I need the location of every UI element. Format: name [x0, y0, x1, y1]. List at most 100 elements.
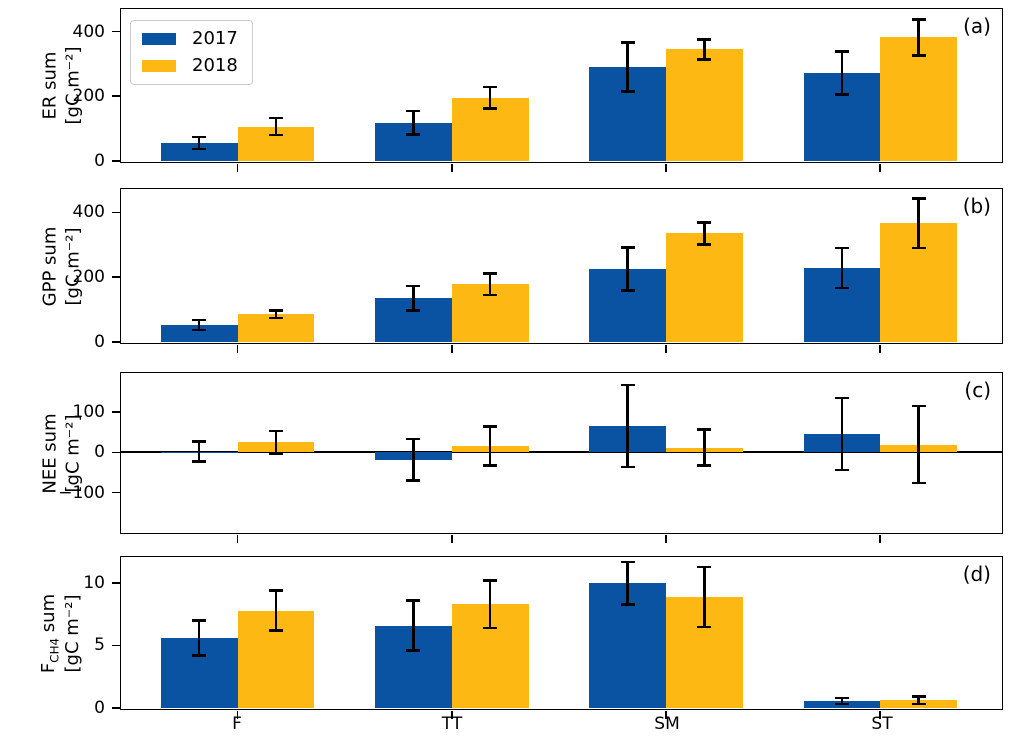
error-bar-cap	[834, 396, 849, 400]
error-bar-cap	[834, 468, 849, 472]
x-tick	[451, 535, 453, 543]
error-bar-cap	[406, 309, 421, 312]
error-bar-cap	[483, 107, 498, 110]
y-tick	[112, 341, 120, 343]
error-bar	[198, 319, 201, 331]
error-bar-cap	[911, 405, 926, 408]
x-tick	[236, 345, 239, 353]
panel-label-d: (d)	[962, 562, 991, 586]
bar-2018-SM	[666, 49, 743, 161]
bar-2018-ST	[880, 37, 957, 161]
error-bar-cap	[911, 482, 926, 485]
error-bar	[917, 406, 920, 484]
error-bar-cap	[834, 247, 849, 250]
error-bar-cap	[911, 695, 926, 698]
error-bar	[626, 247, 629, 291]
error-bar-cap	[406, 479, 421, 482]
legend-swatch-2017	[142, 33, 176, 45]
error-bar-cap	[192, 619, 207, 622]
error-bar-cap	[911, 197, 926, 200]
error-bar-cap	[483, 293, 498, 297]
error-bar-cap	[911, 702, 926, 706]
y-tick-label: 400	[72, 21, 105, 42]
error-bar	[703, 39, 706, 60]
error-bar-cap	[192, 318, 207, 321]
y-axis-label-text: FCH4 sum [gC m⁻²]	[38, 593, 84, 673]
error-bar	[840, 397, 844, 471]
panel-d: 0 5 10 (d)	[83, 556, 1003, 719]
plot-area-b: 0 200 400 (b)	[73, 189, 1002, 353]
error-bar-cap	[268, 116, 283, 120]
error-bar-cap	[192, 136, 207, 139]
y-axis-label-text: GPP sum [gC m⁻²]	[39, 226, 83, 306]
error-bar-cap	[911, 247, 926, 250]
error-bar-cap	[620, 383, 635, 387]
error-bar	[488, 273, 492, 295]
error-bar-cap	[697, 625, 712, 628]
y-tick-label: 0	[94, 150, 105, 171]
x-category-label-TT: TT	[441, 714, 463, 734]
error-bar	[412, 600, 415, 651]
bar-2017-F	[160, 143, 238, 161]
error-bar	[840, 248, 844, 288]
y-tick	[112, 160, 120, 162]
error-bar	[274, 590, 278, 631]
error-bar-cap	[406, 649, 421, 652]
error-bar-cap	[192, 147, 207, 151]
error-bar-cap	[268, 629, 283, 632]
error-bar-cap	[406, 133, 421, 136]
error-bar-cap	[268, 429, 283, 433]
error-bar-cap	[192, 440, 207, 443]
error-bar-cap	[834, 286, 849, 289]
y-tick	[112, 451, 120, 454]
y-tick-label: 0	[94, 442, 105, 463]
x-tick	[236, 711, 239, 719]
plot-area-c: −100 0 100 (c)	[58, 373, 1002, 543]
error-bar	[412, 285, 415, 311]
y-tick-label: 200	[72, 267, 105, 288]
error-bar-cap	[834, 702, 849, 706]
bar-2018-SM	[666, 233, 743, 342]
x-tick	[451, 164, 453, 172]
error-bar-cap	[406, 599, 421, 602]
error-bar-cap	[483, 626, 498, 630]
panel-label-a: (a)	[963, 14, 991, 38]
error-bar-cap	[834, 50, 849, 53]
error-bar	[274, 431, 278, 454]
error-bar	[626, 42, 629, 92]
error-bar-cap	[620, 289, 635, 292]
y-tick	[112, 491, 120, 494]
x-tick	[236, 535, 239, 543]
error-bar	[274, 310, 278, 319]
error-bar	[626, 385, 629, 467]
error-bar-cap	[268, 452, 283, 455]
x-tick	[451, 345, 453, 353]
legend-label-2017: 2017	[192, 28, 238, 49]
plot-area-d: 0 5 10 (d)	[83, 557, 1002, 719]
error-bar-cap	[620, 603, 635, 606]
error-bar	[488, 87, 492, 109]
y-tick-label: 100	[72, 402, 105, 423]
error-bar	[274, 118, 278, 135]
error-bar-cap	[268, 316, 283, 320]
error-bar-cap	[192, 460, 207, 463]
error-bar-cap	[483, 85, 498, 89]
error-bar	[917, 696, 920, 705]
y-tick	[112, 411, 120, 414]
error-bar-cap	[697, 38, 712, 41]
error-bar-cap	[483, 272, 498, 275]
y-tick	[112, 707, 120, 709]
x-tick	[665, 535, 667, 543]
x-tick	[879, 711, 882, 719]
y-tick	[112, 644, 120, 647]
bar-2017-F	[160, 324, 238, 342]
x-tick	[451, 711, 453, 719]
error-bar-cap	[620, 465, 635, 469]
legend-item-2017: 2017	[142, 30, 238, 48]
error-bar	[198, 620, 201, 656]
error-bar-cap	[483, 425, 498, 428]
legend-item-2018: 2018	[142, 57, 238, 75]
plot-area-a: 0 200 400 (a)	[73, 9, 1002, 172]
error-bar-cap	[620, 90, 635, 93]
